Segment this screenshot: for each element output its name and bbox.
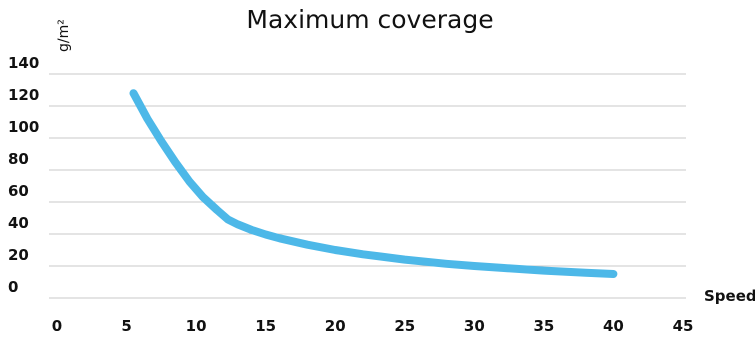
y-tick-label: 80 [8,150,29,168]
x-tick-label: 45 [673,317,694,335]
y-axis-label: g/m² [56,19,72,52]
x-axis-label: Speed [704,287,755,305]
x-tick-label: 25 [394,317,415,335]
x-tick-label: 0 [52,317,62,335]
x-tick-label: 35 [533,317,554,335]
x-tick-label: 30 [464,317,485,335]
y-tick-label: 0 [8,278,18,296]
x-tick-labels: 0 5 10 15 20 25 30 35 40 45 [52,317,694,335]
x-tick-label: 40 [603,317,624,335]
y-tick-label: 100 [8,118,39,136]
chart-title: Maximum coverage [246,5,493,34]
x-tick-label: 20 [325,317,346,335]
y-tick-label: 20 [8,246,29,264]
x-tick-label: 5 [121,317,131,335]
series-group [129,89,618,278]
y-tick-labels: 0 20 40 60 80 100 120 140 [8,54,39,296]
y-tick-label: 140 [8,54,39,72]
y-tick-label: 120 [8,86,39,104]
x-tick-label: 10 [186,317,207,335]
series-line-0 [129,89,618,278]
y-tick-label: 60 [8,182,29,200]
y-tick-label: 40 [8,214,29,232]
x-tick-label: 15 [255,317,276,335]
